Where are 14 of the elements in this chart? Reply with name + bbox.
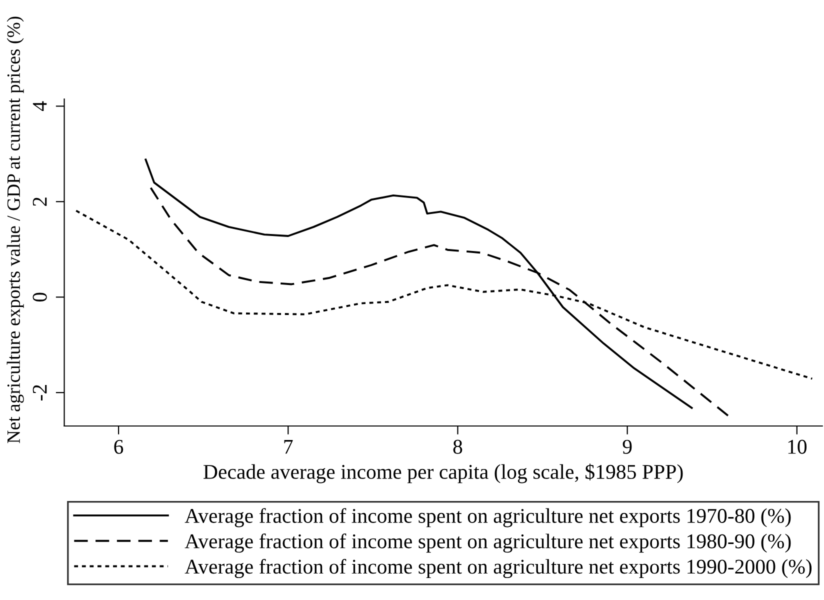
- x-tick-label: 10: [788, 440, 807, 454]
- y-tick-label: 4: [32, 101, 47, 111]
- legend-label: Average fraction of income spent on agriculture net exports 1990-2000 (%): [184, 558, 812, 578]
- y-tick-label: 0: [32, 292, 47, 302]
- x-tick-label: 6: [114, 440, 124, 454]
- x-tick-label: 9: [622, 440, 632, 454]
- x-axis-title: Decade average income per capita (log scale, $1985 PPP): [204, 464, 683, 484]
- legend-label: Average fraction of income spent on agriculture net exports 1970-80 (%): [184, 508, 791, 528]
- y-tick-label: 2: [32, 198, 47, 206]
- x-tick-label: 8: [453, 440, 462, 454]
- legend-label: Average fraction of income spent on agriculture net exports 1980-90 (%): [184, 533, 791, 553]
- x-tick-label: 7: [284, 440, 293, 454]
- y-tick-label: -2: [32, 385, 47, 400]
- y-axis-title: Net agriculture exports value / GDP at current prices (%): [6, 16, 24, 444]
